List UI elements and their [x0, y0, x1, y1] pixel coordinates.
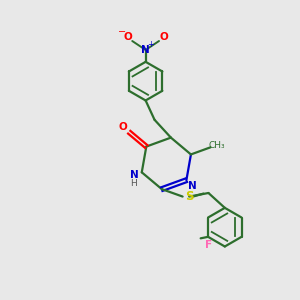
Text: H: H — [130, 179, 137, 188]
Text: O: O — [159, 32, 168, 42]
Text: −: − — [118, 27, 127, 37]
Text: +: + — [148, 40, 154, 49]
Text: O: O — [118, 122, 127, 132]
Text: O: O — [123, 32, 132, 42]
Text: N: N — [130, 170, 138, 180]
Text: N: N — [188, 181, 197, 190]
Text: F: F — [205, 240, 212, 250]
Text: N: N — [141, 45, 150, 55]
Text: S: S — [185, 190, 194, 203]
Text: CH₃: CH₃ — [208, 141, 225, 150]
